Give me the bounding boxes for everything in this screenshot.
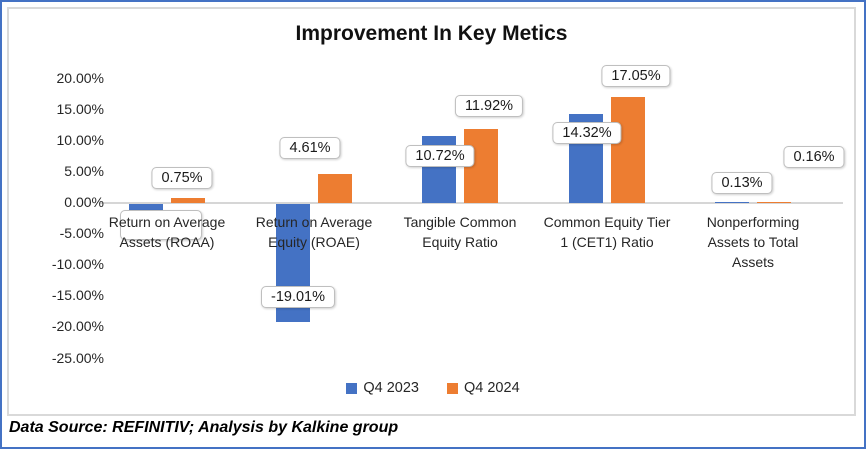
legend: Q4 2023 Q4 2024 [0, 380, 866, 396]
bar-s2-c5 [757, 202, 791, 203]
data-label-s2-c2: 4.61% [279, 137, 341, 159]
legend-item-q4-2023: Q4 2023 [346, 380, 419, 396]
x-axis-label-2: Return on Average Equity (ROAE) [255, 214, 373, 250]
y-axis-tick: 5.00% [64, 163, 104, 179]
y-axis-tick: 15.00% [56, 101, 104, 117]
data-label-s2-c5: 0.16% [783, 146, 845, 168]
y-axis-tick: -5.00% [59, 225, 104, 241]
legend-swatch-icon [346, 382, 358, 394]
legend-label: Q4 2024 [464, 380, 520, 396]
data-label-s1-c3: 10.72% [405, 145, 475, 167]
bar-s1-c5 [715, 202, 749, 203]
y-axis-tick: -10.00% [51, 256, 104, 272]
data-label-s1-c1 [120, 210, 202, 240]
x-axis-label-5: Nonperforming Assets to Total Assets [706, 214, 800, 270]
y-axis-tick: -25.00% [51, 350, 104, 366]
x-axis-label-3: Tangible Common Equity Ratio [403, 214, 517, 250]
x-axis-label-4: Common Equity Tier 1 (CET1) Ratio [543, 214, 671, 250]
x-axis-label-1: Return on Average Assets (ROAA) [108, 214, 226, 250]
legend-label: Q4 2023 [363, 380, 419, 396]
bar-s2-c1 [171, 198, 205, 203]
y-axis-tick: 0.00% [64, 194, 104, 210]
y-axis-tick: -15.00% [51, 287, 104, 303]
data-label-s1-c4: 14.32% [552, 122, 622, 144]
bar-s2-c2 [318, 174, 352, 203]
data-label-s1-c5: 0.13% [711, 172, 773, 194]
source-note: Data Source: REFINITIV; Analysis by Kalk… [9, 419, 399, 436]
y-axis-tick: -20.00% [51, 318, 104, 334]
chart-title: Improvement In Key Metics [295, 22, 568, 45]
bar-s2-c4 [611, 97, 645, 203]
bar-s1-c1 [129, 204, 163, 210]
legend-swatch-icon [447, 382, 458, 394]
data-label-s2-c4: 17.05% [601, 65, 671, 87]
y-axis-tick: 20.00% [56, 70, 104, 86]
data-label-s1-c2: -19.01% [260, 286, 336, 308]
x-axis-line [100, 202, 843, 204]
data-label-s2-c1: 0.75% [151, 167, 213, 189]
legend-item-q4-2024: Q4 2024 [447, 380, 520, 396]
data-label-s2-c3: 11.92% [454, 95, 524, 117]
y-axis-tick: 10.00% [56, 132, 104, 148]
